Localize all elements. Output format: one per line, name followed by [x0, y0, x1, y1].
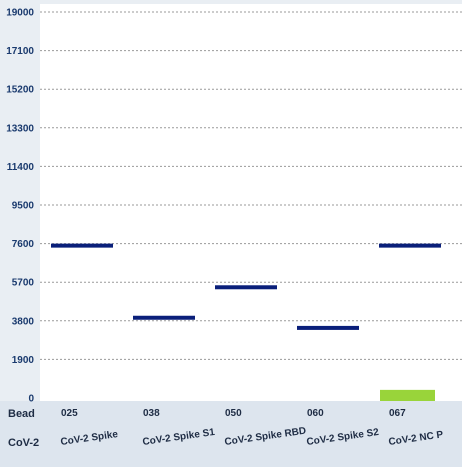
- bars: [380, 389, 435, 401]
- y-tick-label: 0: [28, 394, 34, 405]
- value-marker: [215, 285, 277, 290]
- bead-id-label: 060: [307, 408, 324, 419]
- value-marker: [51, 243, 113, 248]
- antigen-label: CoV-2 Spike RBD: [224, 426, 307, 448]
- plot-area: [40, 4, 462, 401]
- y-tick-label: 19000: [6, 8, 34, 19]
- antigen-label: CoV-2 Spike S2: [306, 427, 380, 448]
- value-marker: [297, 325, 359, 330]
- bead-id-label: 025: [61, 408, 78, 419]
- value-markers: [51, 243, 441, 330]
- y-tick-label: 11400: [7, 162, 35, 173]
- y-tick-label: 9500: [12, 201, 35, 212]
- bead-id-label: 067: [389, 408, 406, 419]
- antigen-row-label: CoV-2: [8, 437, 40, 449]
- value-marker: [133, 315, 195, 320]
- value-marker: [379, 243, 441, 248]
- y-tick-label: 7600: [12, 239, 35, 250]
- y-tick-label: 17100: [6, 46, 34, 57]
- antigen-label: CoV-2 Spike S1: [142, 427, 216, 448]
- antigen-label: CoV-2 Spike: [60, 429, 119, 448]
- x-axis-labels: 025 CoV-2 Spike 038 CoV-2 Spike S1 050 CoV-2 …: [60, 408, 444, 448]
- y-tick-label: 15200: [6, 85, 34, 96]
- y-axis-ticks: 1900017100152001330011400950076005700380…: [6, 8, 34, 405]
- y-tick-label: 3800: [12, 316, 35, 327]
- y-tick-label: 13300: [6, 123, 34, 134]
- value-bar: [380, 389, 435, 401]
- bead-row-label: Bead: [8, 408, 35, 420]
- grid-lines: [40, 11, 462, 360]
- y-tick-label: 5700: [12, 278, 35, 289]
- y-tick-label: 1900: [12, 355, 35, 366]
- bead-id-label: 038: [143, 408, 160, 419]
- category-header-band: [0, 401, 462, 467]
- antigen-label: CoV-2 NC P: [388, 429, 444, 448]
- bead-id-label: 050: [225, 408, 242, 419]
